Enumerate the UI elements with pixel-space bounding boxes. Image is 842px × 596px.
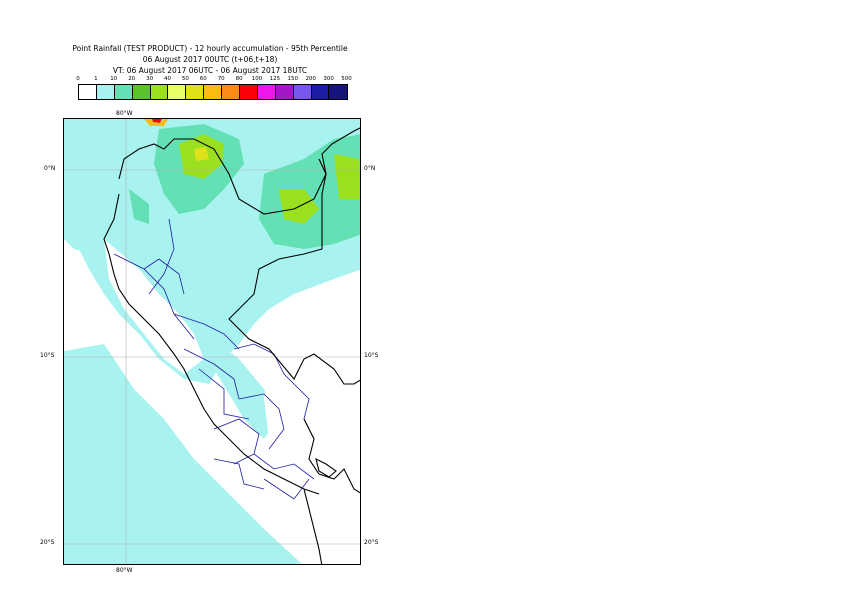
lat-label-left-20: 20°S — [40, 539, 55, 546]
rain-light-ocean-south — [64, 344, 302, 564]
run-time: 06 August 2017 00UTC (t+06,t+18) — [142, 55, 278, 64]
lat-label-right-10: 10°S — [364, 352, 379, 359]
region-borders — [113, 218, 315, 500]
legend-swatch — [275, 85, 294, 99]
peru-coastline — [103, 193, 320, 495]
legend-tick-label: 30 — [146, 76, 154, 82]
legend-tick-label: 1 — [94, 76, 98, 82]
legend-tick-label: 100 — [251, 76, 263, 82]
rain-moderate-east — [259, 134, 360, 249]
legend-tick-label: 125 — [269, 76, 281, 82]
lat-label-left-0: 0°N — [44, 165, 56, 172]
legend-tick-label: 60 — [199, 76, 207, 82]
legend-swatch — [168, 85, 187, 99]
legend-tick-label: 300 — [323, 76, 334, 82]
valid-time: VT: 06 August 2017 06UTC - 06 August 201… — [112, 66, 308, 75]
lat-label-left-10: 10°S — [40, 352, 55, 359]
legend-tick-label: 150 — [287, 76, 299, 82]
legend-tick-label: 20 — [128, 76, 136, 82]
dry-coastal-zone — [104, 239, 204, 374]
lon-label-top: 80°W — [116, 110, 133, 117]
legend-tick-label: 80 — [235, 76, 243, 82]
legend-tick-label: 50 — [181, 76, 189, 82]
legend-swatch — [114, 85, 133, 99]
chart-title: Point Rainfall (TEST PRODUCT) - 12 hourl… — [72, 44, 348, 53]
country-borders — [103, 127, 360, 564]
lon-label-bottom: 80°W — [116, 567, 133, 574]
legend-swatch — [150, 85, 169, 99]
lat-label-right-20: 20°S — [364, 539, 379, 546]
peru-brazil-border — [228, 158, 360, 385]
rainfall-map-svg — [64, 119, 360, 564]
legend-swatch — [293, 85, 312, 99]
lake-titicaca — [315, 457, 337, 478]
legend-tick-label: 200 — [305, 76, 316, 82]
rain-heavy-far-east — [334, 154, 360, 199]
legend-swatch — [329, 85, 348, 99]
legend-tick-label: 500 — [341, 76, 352, 82]
legend-swatch — [186, 85, 205, 99]
ecuador-colombia-border — [118, 127, 360, 215]
rain-intense-ring — [144, 119, 168, 126]
chile-border — [303, 488, 323, 564]
legend-swatch — [257, 85, 276, 99]
rain-extreme-spot — [152, 119, 162, 123]
legend-tick-label: 10 — [110, 76, 118, 82]
legend-swatch — [132, 85, 151, 99]
rainfall-map — [63, 118, 361, 565]
dry-altiplano — [264, 314, 360, 564]
legend-swatch — [204, 85, 223, 99]
legend-swatch — [240, 85, 258, 99]
rain-light-andes — [214, 339, 279, 439]
peru-bolivia-border — [303, 418, 360, 494]
legend-swatch — [96, 85, 115, 99]
rain-very-heavy-spot — [194, 147, 209, 161]
lat-label-right-0: 0°N — [364, 165, 376, 172]
rain-moderate-coast — [129, 189, 149, 224]
legend-tick-label: 40 — [164, 76, 171, 82]
rain-light-ocean-west — [64, 179, 109, 254]
legend-tick-label: 0 — [76, 76, 80, 82]
legend-swatch — [79, 85, 97, 99]
legend-swatch — [311, 85, 330, 99]
legend-tick-label: 70 — [217, 76, 225, 82]
legend-colorbar — [78, 84, 349, 100]
legend-swatch — [222, 85, 241, 99]
